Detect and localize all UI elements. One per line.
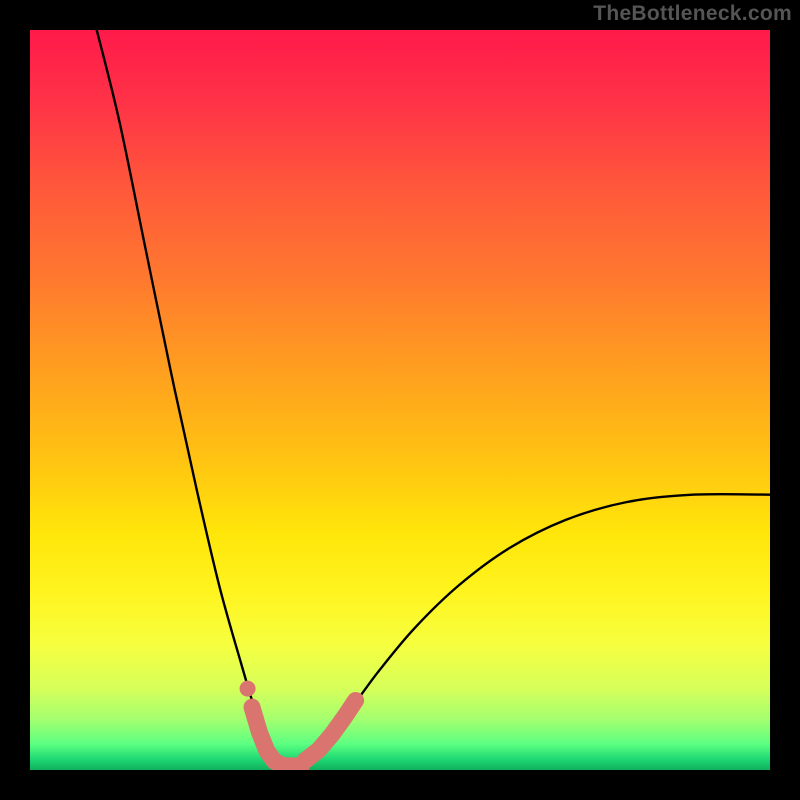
bottleneck-curve-chart <box>30 30 770 770</box>
marker-dot <box>240 681 256 697</box>
gradient-background <box>30 30 770 770</box>
chart-frame: TheBottleneck.com <box>0 0 800 800</box>
plot-area <box>30 30 770 770</box>
watermark-text: TheBottleneck.com <box>593 2 792 26</box>
